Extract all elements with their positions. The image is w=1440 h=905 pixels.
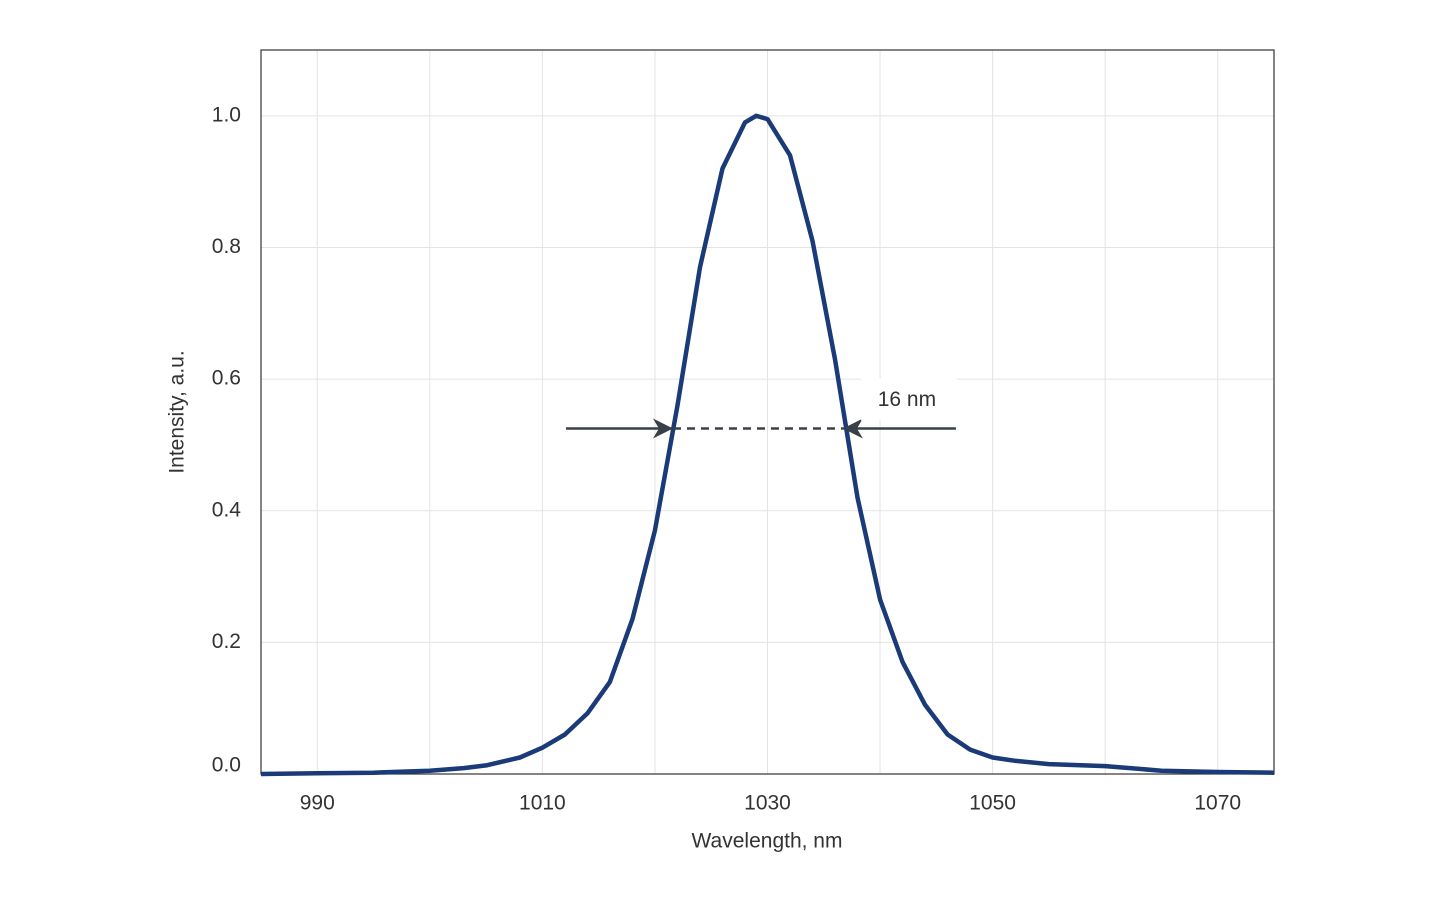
y-axis-label: Intensity, a.u. <box>166 350 189 473</box>
y-tick-label: 0.8 <box>212 235 241 258</box>
annotation-text: 16 nm <box>878 388 936 411</box>
y-tick-label: 0.4 <box>212 498 242 521</box>
y-tick-label: 0.6 <box>212 367 241 390</box>
x-tick-label: 1010 <box>519 792 566 815</box>
x-tick-label: 1030 <box>744 792 791 815</box>
x-tick-label: 990 <box>300 792 335 815</box>
plot-frame <box>260 49 1275 775</box>
x-tick-label: 1050 <box>969 792 1016 815</box>
y-tick-label: 1.0 <box>212 103 241 126</box>
x-tick-label: 1070 <box>1194 792 1241 815</box>
annotation-bg <box>860 378 957 421</box>
y-tick-label: 0.0 <box>212 754 241 777</box>
y-tick-label: 0.2 <box>212 630 241 653</box>
x-axis-label: Wavelength, nm <box>692 830 843 853</box>
spectrum-line <box>260 113 1275 777</box>
